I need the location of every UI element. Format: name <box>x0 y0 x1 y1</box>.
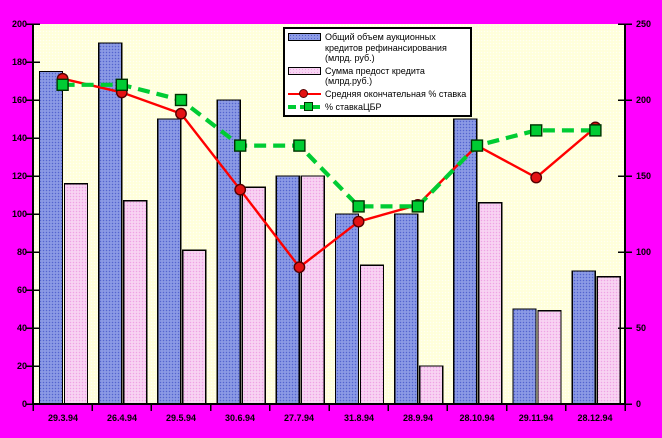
bar-series0-28.12.94 <box>571 270 596 405</box>
bar-series1-28.10.94 <box>478 201 503 405</box>
bar-series0-28.9.94 <box>394 213 419 405</box>
marker-circle-29.11.94 <box>530 171 543 184</box>
bar-series0-29.11.94 <box>512 308 537 405</box>
bar-series1-28.12.94 <box>596 276 621 405</box>
legend-item-avg-rate: Средняя окончательная % ставка <box>288 88 468 100</box>
y-left-tick-label-80: 80 <box>16 247 27 257</box>
legend-green-dashed-line-square-icon <box>288 101 321 113</box>
marker-circle-31.8.94 <box>352 215 365 228</box>
y-left-tick-label-0: 0 <box>21 399 27 409</box>
legend-label-auction-volume: Общий объем аукционных кредитов рефинанс… <box>325 32 447 63</box>
y-left-tick-label-20: 20 <box>16 361 27 371</box>
marker-square-31.8.94 <box>352 200 365 213</box>
y-right-tick-label-250: 250 <box>636 19 652 29</box>
bar-series1-29.3.94 <box>63 182 89 405</box>
bar-series1-27.7.94 <box>300 175 325 405</box>
marker-square-27.7.94 <box>293 139 306 152</box>
y-right-tick-label-200: 200 <box>636 95 652 105</box>
legend-item-credit-sum: Сумма предост кредита (млрд.руб.) <box>288 66 468 87</box>
bar-series0-29.5.94 <box>157 118 182 405</box>
legend-box: Общий объем аукционных кредитов рефинанс… <box>283 27 472 117</box>
marker-square-29.3.94 <box>56 78 69 92</box>
bar-series1-26.4.94 <box>123 200 148 405</box>
marker-square-29.5.94 <box>174 93 188 107</box>
legend-item-cbr-rate: % ставкаЦБР <box>288 101 468 113</box>
bar-series0-27.7.94 <box>275 175 300 405</box>
bar-series0-26.4.94 <box>98 42 123 405</box>
y-right-tick-label-100: 100 <box>636 247 652 257</box>
marker-square-26.4.94 <box>115 78 129 92</box>
x-tick-label-26.4.94: 26.4.94 <box>106 413 138 423</box>
legend-swatch-blue-bar-icon <box>288 33 321 41</box>
legend-label-avg-rate: Средняя окончательная % ставка <box>325 88 467 99</box>
x-tick-label-28.9.94: 28.9.94 <box>402 413 434 423</box>
marker-circle-30.6.94 <box>234 183 247 196</box>
y-left-tick-label-200: 200 <box>11 19 27 29</box>
bar-series1-30.6.94 <box>241 186 266 405</box>
marker-square-28.9.94 <box>411 200 424 213</box>
marker-square-29.11.94 <box>530 124 543 137</box>
y-right-tick-label-0: 0 <box>636 399 642 409</box>
y-left-tick-label-140: 140 <box>11 133 27 143</box>
bar-series1-28.9.94 <box>419 365 444 405</box>
legend-item-auction-volume: Общий объем аукционных кредитов рефинанс… <box>288 32 468 64</box>
x-tick-label-31.8.94: 31.8.94 <box>343 413 375 423</box>
bar-series1-29.5.94 <box>182 249 207 405</box>
y-right-tick-label-150: 150 <box>636 171 652 181</box>
x-tick-label-27.7.94: 27.7.94 <box>283 413 315 423</box>
bar-series0-28.10.94 <box>453 118 478 405</box>
legend-label-cbr-rate: % ставкаЦБР <box>325 101 382 112</box>
y-left-tick-label-100: 100 <box>11 209 27 219</box>
y-right-tick-label-50: 50 <box>636 323 647 333</box>
line-series2 <box>62 77 597 269</box>
line-series3 <box>62 82 596 209</box>
x-tick-label-28.10.94: 28.10.94 <box>459 413 495 423</box>
y-left-tick-label-160: 160 <box>11 95 27 105</box>
y-left-tick-label-120: 120 <box>11 171 27 181</box>
marker-circle-27.7.94 <box>293 261 306 274</box>
bar-series0-31.8.94 <box>334 213 360 405</box>
x-tick-label-29.3.94: 29.3.94 <box>47 413 79 423</box>
y-left-tick-label-180: 180 <box>11 57 27 67</box>
marker-square-30.6.94 <box>233 139 247 152</box>
bar-series1-31.8.94 <box>359 264 385 405</box>
y-left-tick-label-40: 40 <box>16 323 27 333</box>
marker-circle-29.5.94 <box>175 107 187 120</box>
x-tick-label-30.6.94: 30.6.94 <box>224 413 256 423</box>
bar-series1-29.11.94 <box>537 310 562 405</box>
legend-red-line-circle-icon <box>288 88 321 100</box>
marker-square-28.10.94 <box>470 139 484 152</box>
legend-swatch-pink-bar-icon <box>288 66 321 75</box>
x-tick-label-29.11.94: 29.11.94 <box>518 413 554 423</box>
x-tick-label-28.12.94: 28.12.94 <box>577 413 613 423</box>
marker-square-28.12.94 <box>589 124 602 137</box>
y-left-tick-label-60: 60 <box>16 285 27 295</box>
x-tick-label-29.5.94: 29.5.94 <box>165 413 197 423</box>
legend-label-credit-sum: Сумма предост кредита (млрд.руб.) <box>325 65 425 87</box>
bar-series0-29.3.94 <box>38 70 64 405</box>
